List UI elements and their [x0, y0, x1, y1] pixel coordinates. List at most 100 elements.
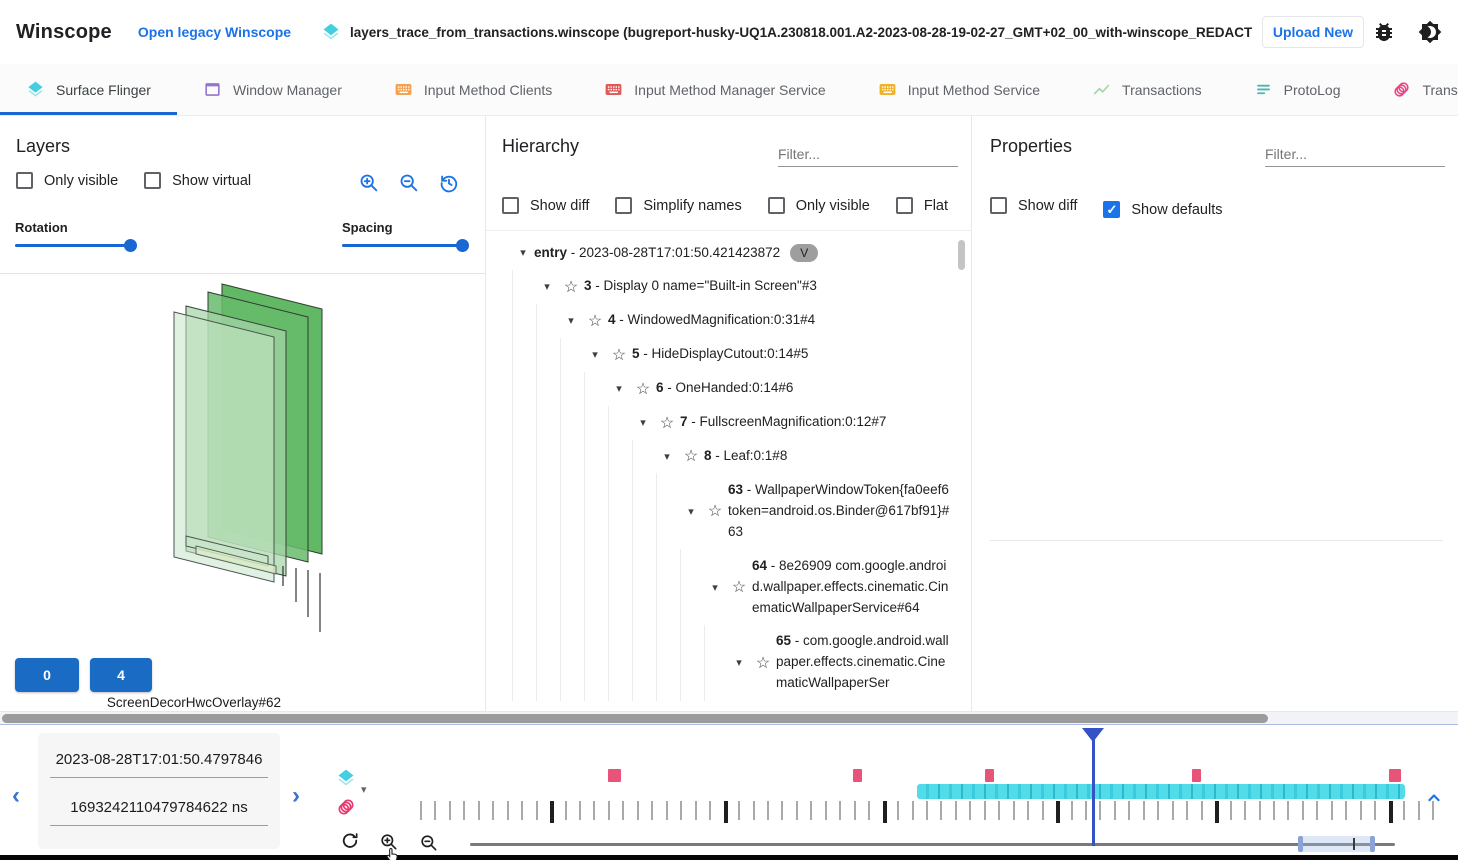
transaction-tick[interactable]: [1215, 801, 1220, 823]
pin-star-icon[interactable]: ☆: [683, 448, 699, 466]
layers-checkbox-only-visible[interactable]: Only visible: [16, 172, 118, 189]
transaction-tick[interactable]: [897, 801, 900, 820]
transaction-tick[interactable]: [795, 801, 798, 820]
tree-node-label[interactable]: 5 - HideDisplayCutout:0:14#5: [632, 346, 809, 362]
hierarchy-filter-input[interactable]: [778, 142, 958, 167]
spacing-slider[interactable]: Spacing: [342, 220, 469, 252]
transaction-tick[interactable]: [1330, 801, 1333, 820]
transaction-tick[interactable]: [911, 801, 914, 820]
layers-3d-canvas[interactable]: [0, 274, 486, 654]
tree-node-label[interactable]: 63 - WallpaperWindowToken{fa0eef6 token=…: [728, 481, 950, 539]
pin-star-icon[interactable]: ☆: [635, 380, 651, 398]
tree-node[interactable]: ▾ ☆ 65 - com.google.android.wallpaper.effe…: [490, 624, 955, 701]
horizontal-scrollbar[interactable]: [0, 711, 1458, 724]
properties-checkbox-show-diff[interactable]: Show diff: [990, 197, 1077, 214]
tree-node[interactable]: ▾ entry - 2023-08-28T17:01:50.421423872 V: [490, 236, 955, 270]
slider-thumb[interactable]: [123, 239, 137, 252]
prev-entry-button[interactable]: ‹: [12, 782, 20, 809]
transaction-tick[interactable]: [1070, 801, 1073, 820]
transaction-tick[interactable]: [521, 801, 524, 820]
tree-node-label[interactable]: entry - 2023-08-28T17:01:50.421423872: [534, 244, 781, 260]
transaction-tick[interactable]: [1316, 801, 1319, 820]
unchecked-checkbox-icon[interactable]: [16, 172, 33, 189]
transaction-tick[interactable]: [506, 801, 509, 820]
ns-timestamp-input[interactable]: 1693242110479784622 ns: [50, 791, 268, 826]
zoom-range-selection[interactable]: [1298, 836, 1375, 852]
zoom-range-handle-left[interactable]: [1298, 836, 1303, 852]
zoom-out-icon[interactable]: [419, 833, 439, 853]
checked-checkbox-icon[interactable]: ✓: [1103, 201, 1121, 218]
transaction-tick[interactable]: [1113, 801, 1116, 820]
upload-new-button[interactable]: Upload New: [1261, 16, 1364, 48]
slider-thumb[interactable]: [455, 239, 469, 252]
transaction-tick[interactable]: [1128, 801, 1131, 820]
transition-marker[interactable]: [985, 769, 994, 782]
zoom-in-icon[interactable]: [379, 832, 399, 852]
transaction-tick[interactable]: [622, 801, 625, 820]
expand-arrow-icon[interactable]: ▾: [568, 315, 574, 328]
tree-node-label[interactable]: 7 - FullscreenMagnification:0:12#7: [680, 414, 887, 430]
properties-filter-input[interactable]: [1265, 142, 1445, 167]
transaction-tick[interactable]: [564, 801, 567, 820]
transaction-tick[interactable]: [1345, 801, 1348, 820]
slider-track[interactable]: [342, 239, 469, 252]
transaction-tick[interactable]: [1056, 801, 1061, 823]
expand-arrow-icon[interactable]: ▾: [712, 581, 718, 594]
tree-node[interactable]: ▾ ☆ 7 - FullscreenMagnification:0:12#7: [490, 405, 955, 440]
transaction-tick[interactable]: [882, 801, 887, 823]
transaction-tick[interactable]: [579, 801, 582, 820]
expand-arrow-icon[interactable]: ▾: [664, 450, 670, 463]
tree-node-label[interactable]: 4 - WindowedMagnification:0:31#4: [608, 312, 816, 328]
transaction-tick[interactable]: [1099, 801, 1102, 820]
transaction-tick[interactable]: [1142, 801, 1145, 820]
layers-checkbox-show-virtual[interactable]: Show virtual: [144, 172, 251, 189]
next-entry-button[interactable]: ›: [292, 782, 300, 809]
transaction-tick[interactable]: [550, 801, 555, 823]
rects-id-button-0[interactable]: 0: [15, 658, 79, 692]
transaction-tick[interactable]: [1244, 801, 1247, 820]
hierarchy-checkbox-simplify-names[interactable]: Simplify names: [615, 197, 742, 214]
transaction-tick[interactable]: [926, 801, 928, 820]
caret-down-icon[interactable]: ▾: [361, 784, 367, 796]
pin-star-icon[interactable]: ☆: [563, 278, 579, 296]
transaction-tick[interactable]: [1041, 801, 1044, 820]
unchecked-checkbox-icon[interactable]: [502, 197, 519, 214]
expand-arrow-icon[interactable]: ▾: [616, 383, 622, 396]
transaction-tick[interactable]: [983, 801, 986, 820]
tab-transactions[interactable]: Transactions: [1066, 64, 1228, 115]
transaction-tick[interactable]: [1432, 801, 1434, 820]
unchecked-checkbox-icon[interactable]: [615, 197, 633, 214]
dark-mode-icon[interactable]: [1418, 20, 1442, 44]
tree-node-label[interactable]: 64 - 8e26909 com.google.android.wallpape…: [752, 557, 949, 615]
human-timestamp-input[interactable]: 2023-08-28T17:01:50.4797846: [50, 743, 268, 778]
expand-arrow-icon[interactable]: ▾: [544, 281, 550, 294]
pin-star-icon[interactable]: ☆: [659, 414, 675, 432]
transaction-tick[interactable]: [752, 801, 755, 820]
transaction-tick[interactable]: [1200, 801, 1203, 820]
transaction-tick[interactable]: [824, 801, 827, 820]
transaction-tick[interactable]: [434, 801, 437, 820]
tree-node-label[interactable]: 8 - Leaf:0:1#8: [704, 448, 788, 464]
transition-marker[interactable]: [1192, 769, 1201, 782]
transaction-tick[interactable]: [1417, 801, 1420, 820]
tree-node[interactable]: ▾ ☆ 3 - Display 0 name="Built-in Screen"#3: [490, 269, 955, 304]
transaction-tick[interactable]: [1186, 801, 1189, 820]
transaction-tick[interactable]: [969, 801, 972, 820]
transaction-tick[interactable]: [810, 801, 813, 820]
tree-node[interactable]: ▾ ☆ 4 - WindowedMagnification:0:31#4: [490, 303, 955, 338]
transaction-tick[interactable]: [738, 801, 741, 820]
transaction-tick[interactable]: [1374, 801, 1377, 820]
transaction-tick[interactable]: [463, 801, 466, 820]
transaction-tick[interactable]: [1287, 801, 1290, 820]
bug-report-icon[interactable]: [1372, 20, 1396, 44]
pin-star-icon[interactable]: ☆: [731, 579, 747, 597]
transaction-tick[interactable]: [607, 801, 610, 820]
pin-star-icon[interactable]: ☆: [707, 503, 723, 521]
refresh-icon[interactable]: [340, 831, 360, 851]
rotation-slider[interactable]: Rotation: [15, 220, 137, 252]
transaction-tick[interactable]: [448, 801, 451, 820]
transaction-tick[interactable]: [1012, 801, 1015, 820]
hierarchy-checkbox-show-diff[interactable]: Show diff: [502, 197, 589, 214]
transaction-tick[interactable]: [954, 801, 957, 820]
slider-track[interactable]: [15, 239, 137, 252]
